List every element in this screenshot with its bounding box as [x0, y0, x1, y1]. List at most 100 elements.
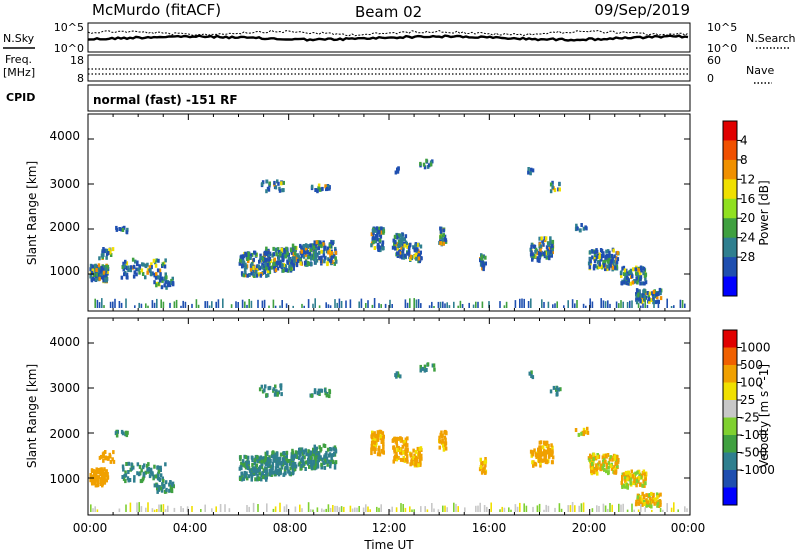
echo-point — [124, 479, 127, 484]
echo-point — [371, 430, 374, 435]
clutter-point — [620, 504, 622, 512]
echo-point — [296, 253, 299, 258]
echo-point — [590, 249, 594, 254]
echo-point — [97, 267, 101, 272]
echo-point — [89, 263, 93, 268]
echo-point — [315, 240, 319, 245]
echo-point — [294, 464, 298, 469]
echo-point — [637, 469, 641, 474]
colorbar-segment — [723, 452, 737, 471]
echo-point — [322, 250, 325, 255]
echo-point — [609, 455, 612, 460]
echo-point — [313, 444, 316, 449]
echo-point — [100, 253, 104, 258]
clutter-point — [211, 508, 213, 512]
echo-point — [373, 431, 376, 436]
echo-point — [164, 258, 167, 263]
echo-point — [251, 466, 255, 471]
echo-point — [409, 453, 413, 458]
echo-point — [130, 466, 134, 471]
echo-point — [308, 251, 312, 256]
echo-point — [90, 278, 94, 283]
echo-point — [240, 461, 243, 466]
echo-point — [537, 447, 540, 452]
x-axis: 00:00 04:00 08:00 12:00 16:00 20:00 00:0… — [73, 521, 706, 552]
noise-right-bottom-tick: 10^0 — [707, 42, 737, 55]
echo-point — [309, 243, 312, 248]
echo-point — [545, 255, 548, 260]
frequency-unit-label: [MHz] — [3, 66, 35, 79]
colorbar-tick-label: 500 — [740, 358, 763, 372]
clutter-point — [409, 298, 411, 308]
echo-point — [98, 470, 101, 474]
clutter-point — [521, 298, 523, 308]
echo-point — [101, 481, 104, 486]
echo-point — [274, 384, 277, 389]
echo-point — [302, 254, 306, 259]
echo-point — [286, 260, 289, 265]
clutter-point — [257, 299, 259, 308]
echo-point — [539, 244, 542, 249]
echo-point — [278, 250, 281, 254]
echo-point — [574, 227, 578, 232]
echo-point — [156, 274, 159, 279]
echo-point — [414, 462, 417, 467]
echo-point — [89, 267, 92, 272]
echo-point — [641, 483, 644, 488]
echo-point — [616, 257, 620, 262]
echo-point — [258, 459, 261, 464]
echo-point — [318, 243, 321, 248]
echo-point — [295, 455, 298, 459]
clutter-point — [442, 505, 444, 512]
echo-point — [414, 243, 417, 248]
clutter-point — [591, 508, 594, 512]
clutter-point — [241, 299, 244, 308]
echo-point — [322, 460, 325, 465]
noise-search-line — [87, 29, 689, 37]
echo-point — [409, 254, 413, 259]
echo-point — [658, 287, 662, 292]
clutter-point — [184, 301, 187, 308]
echo-point — [616, 250, 619, 255]
echo-point — [399, 457, 403, 462]
echo-point — [330, 256, 333, 260]
clutter-point — [453, 301, 455, 308]
echo-point — [328, 244, 331, 249]
echo-point — [282, 252, 285, 257]
clutter-point — [246, 304, 248, 308]
clutter-point — [294, 506, 297, 512]
echo-point — [271, 450, 275, 455]
echo-point — [635, 271, 638, 276]
echo-point — [587, 261, 591, 266]
echo-point — [313, 257, 316, 262]
echo-point — [255, 463, 259, 468]
echo-point — [327, 250, 330, 255]
echo-point — [266, 450, 269, 455]
echo-point — [322, 443, 326, 448]
clutter-point — [362, 507, 365, 512]
echo-point — [479, 457, 482, 462]
echo-point — [551, 250, 554, 255]
echo-point — [243, 470, 247, 475]
power-axis-ticks — [87, 114, 691, 311]
echo-point — [606, 264, 609, 269]
echo-point — [410, 459, 413, 464]
echo-point — [404, 451, 407, 456]
echo-point — [125, 230, 129, 235]
echo-point — [267, 266, 271, 271]
echo-point — [280, 181, 283, 186]
echo-point — [272, 262, 275, 267]
echo-point — [606, 453, 610, 457]
echo-point — [533, 448, 536, 453]
echo-point — [163, 264, 167, 269]
echo-point — [639, 475, 643, 480]
echo-point — [393, 447, 396, 452]
clutter-point — [94, 298, 96, 308]
echo-point — [267, 252, 271, 257]
echo-point — [158, 268, 162, 273]
echo-point — [309, 460, 312, 465]
echo-point — [405, 457, 408, 462]
echo-point — [138, 264, 141, 269]
echo-point — [270, 454, 274, 458]
echo-point — [530, 370, 533, 375]
